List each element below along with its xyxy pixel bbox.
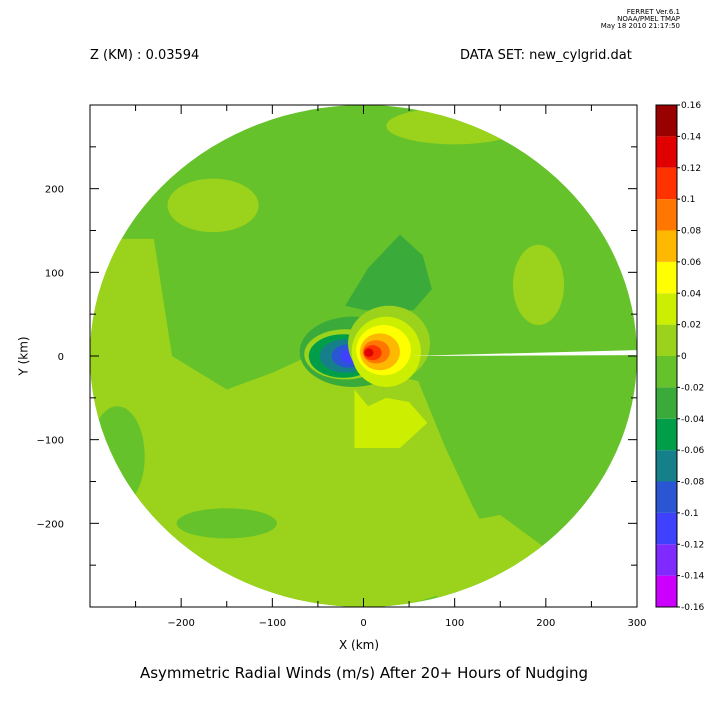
colorbar-swatch xyxy=(656,356,677,388)
colorbar-tick-label: 0.04 xyxy=(681,289,701,299)
x-tick-label: 300 xyxy=(627,618,646,629)
colorbar-tick-label: -0.14 xyxy=(681,572,705,582)
colorbar-swatch xyxy=(656,575,677,607)
colorbar-swatch xyxy=(656,544,677,576)
colorbar-swatch xyxy=(656,105,677,137)
z-level-label: Z (KM) : 0.03594 xyxy=(90,48,200,63)
colorbar-tick-label: 0.16 xyxy=(681,101,701,111)
colorbar-swatch xyxy=(656,512,677,545)
colorbar-tick-label: -0.1 xyxy=(681,509,699,519)
colorbar-tick-label: -0.06 xyxy=(681,446,705,456)
colorbar-swatch xyxy=(656,230,677,262)
colorbar-swatch xyxy=(656,418,677,451)
contour-region xyxy=(345,234,432,313)
ferret-stamp: FERRET Ver.6.1 NOAA/PMEL TMAP May 18 201… xyxy=(560,9,680,30)
y-tick-label: 0 xyxy=(58,352,64,363)
colorbar-tick-label: 0.1 xyxy=(681,195,695,205)
x-tick-label: −200 xyxy=(167,618,194,629)
colorbar-swatch xyxy=(656,199,677,231)
colorbar-swatch xyxy=(656,293,677,325)
colorbar-swatch xyxy=(656,261,677,294)
software-version: FERRET Ver.6.1 xyxy=(626,8,680,16)
contour-region xyxy=(354,389,428,449)
colorbar-tick-label: -0.04 xyxy=(681,415,705,425)
x-axis-label: X (km) xyxy=(339,638,380,652)
contour-region xyxy=(176,508,277,539)
chart-title: Asymmetric Radial Winds (m/s) After 20+ … xyxy=(139,664,589,682)
contour-region xyxy=(364,348,374,357)
contour-fill-group xyxy=(90,105,637,607)
colorbar-swatch xyxy=(656,136,677,168)
colorbar-tick-label: 0 xyxy=(681,352,687,362)
colorbar-tick-label: 0.14 xyxy=(681,132,701,142)
dataset-label: DATA SET: new_cylgrid.dat xyxy=(460,48,632,63)
x-tick-label: 100 xyxy=(445,618,464,629)
x-tick-label: −100 xyxy=(259,618,286,629)
y-tick-label: −100 xyxy=(37,436,64,447)
colorbar-swatch xyxy=(656,324,677,356)
colorbar-swatch xyxy=(656,167,677,200)
organization: NOAA/PMEL TMAP xyxy=(617,15,680,23)
colorbar-tick-label: -0.12 xyxy=(681,540,704,550)
colorbar-tick-label: 0.02 xyxy=(681,321,701,331)
colorbar-tick-label: -0.16 xyxy=(681,603,705,613)
x-tick-label: 200 xyxy=(536,618,555,629)
colorbar-tick-label: 0.06 xyxy=(681,258,701,268)
contour-region xyxy=(90,406,145,507)
colorbar-tick-label: -0.02 xyxy=(681,383,704,393)
timestamp: May 18 2010 21:17:50 xyxy=(600,22,680,30)
missing-data-wedge xyxy=(409,350,637,356)
colorbar-swatch xyxy=(656,450,677,482)
colorbar-swatch xyxy=(656,387,677,419)
y-axis-label: Y (km) xyxy=(16,336,31,376)
contour-region xyxy=(513,244,565,326)
x-tick-label: 0 xyxy=(360,618,366,629)
y-tick-label: −200 xyxy=(37,519,64,530)
colorbar-tick-label: 0.12 xyxy=(681,164,701,174)
y-tick-label: 200 xyxy=(45,185,64,196)
colorbar-swatch xyxy=(656,481,677,513)
y-tick-label: 100 xyxy=(45,268,64,279)
contour-region xyxy=(167,178,259,233)
colorbar-tick-label: 0.08 xyxy=(681,227,701,237)
colorbar-tick-label: -0.08 xyxy=(681,478,705,488)
